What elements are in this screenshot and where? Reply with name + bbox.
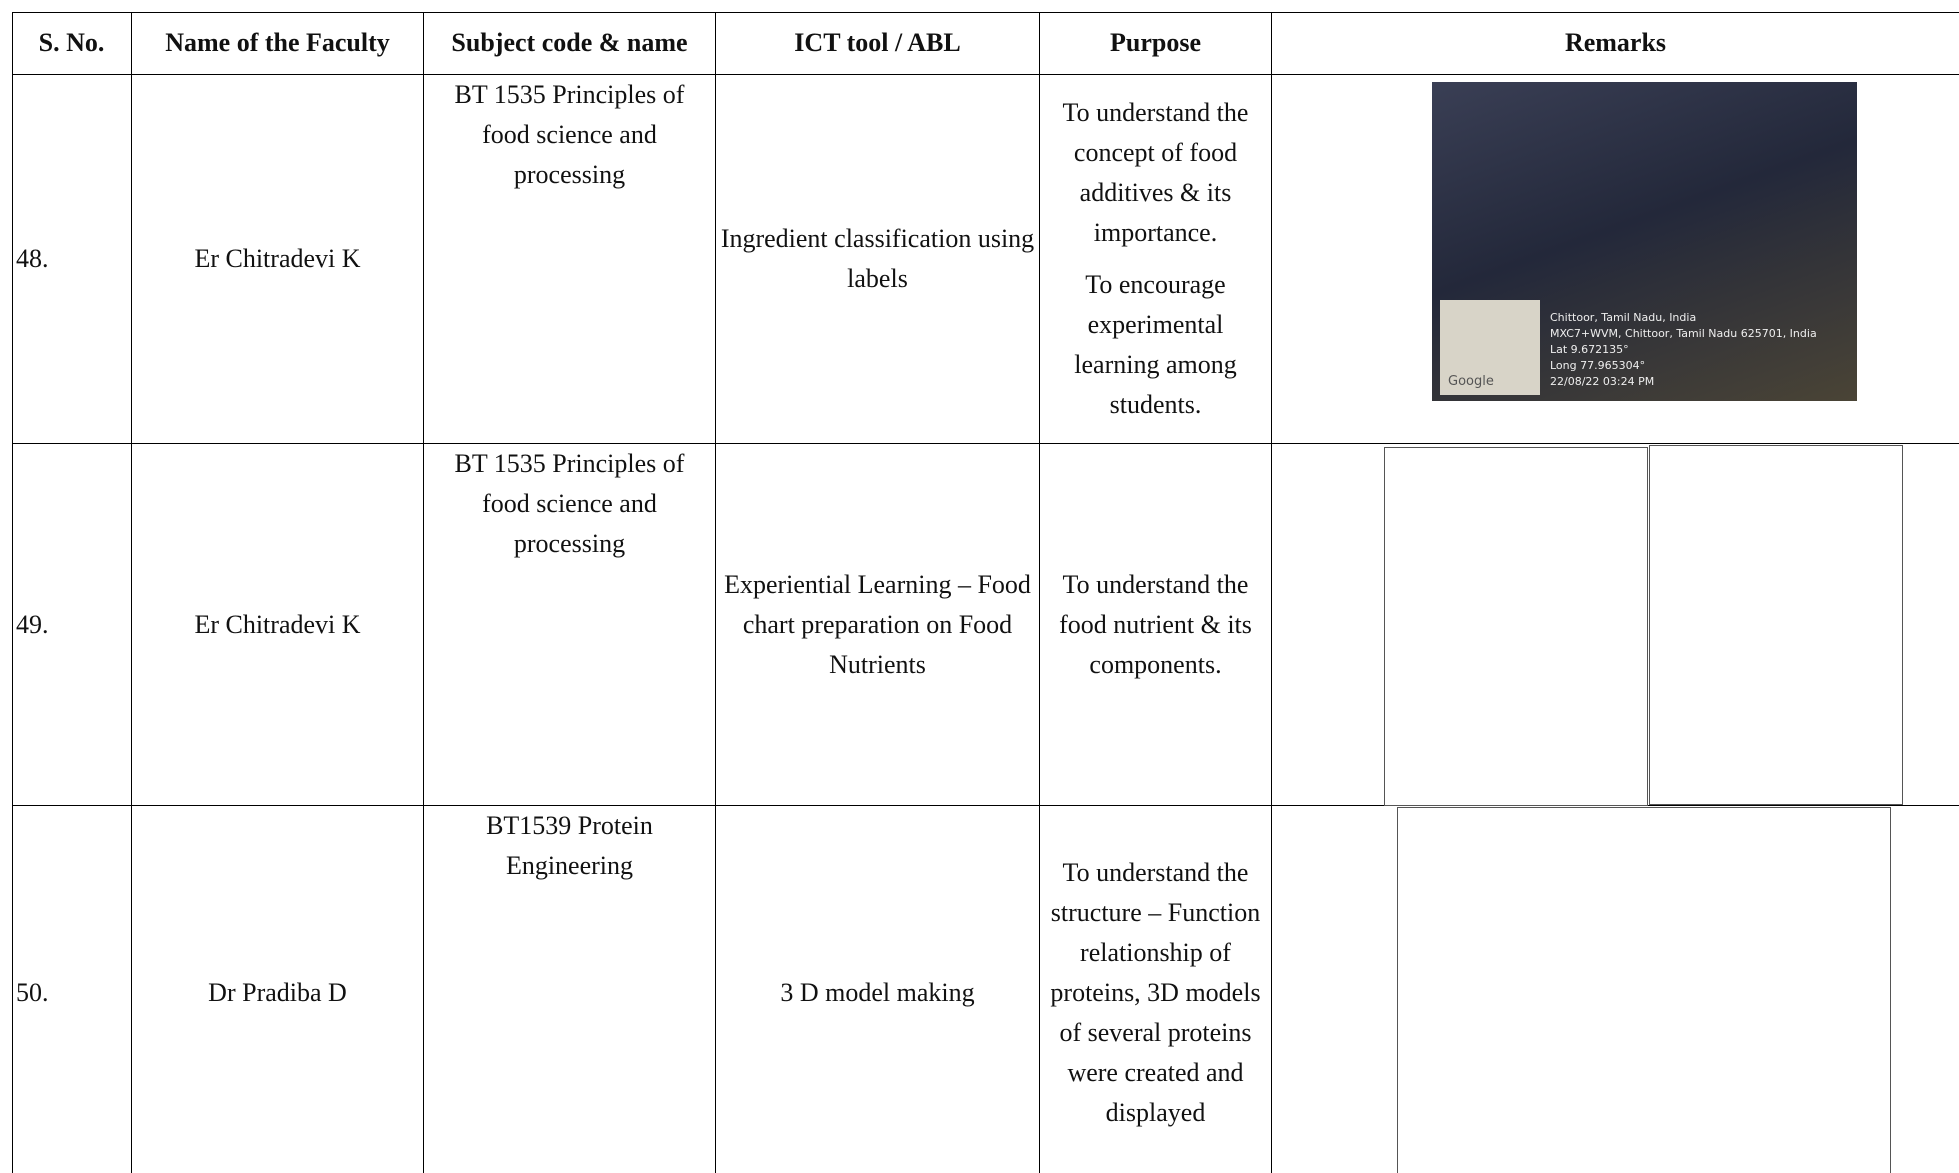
subject: BT 1535 Principles of food science and p… xyxy=(424,444,716,806)
image-placeholder xyxy=(1649,445,1903,805)
ict-tool: Ingredient classification using labels xyxy=(716,75,1040,444)
photo-overlay-text: Long 77.965304° xyxy=(1550,359,1646,372)
image-placeholder xyxy=(1384,447,1648,806)
photo-overlay-text: Chittoor, Tamil Nadu, India xyxy=(1550,311,1697,324)
photo-overlay-text: MXC7+WVM, Chittoor, Tamil Nadu 625701, I… xyxy=(1550,327,1817,340)
header-cell: Name of the Faculty xyxy=(132,12,424,75)
serial-number: 50. xyxy=(12,806,132,1173)
purpose-paragraph: To encourage experimental learning among… xyxy=(1074,270,1237,419)
ict-tool: 3 D model making xyxy=(716,806,1040,1173)
remarks-cell xyxy=(1272,75,1959,444)
header-cell: Purpose xyxy=(1040,12,1272,75)
purpose-paragraph: To understand the concept of food additi… xyxy=(1062,98,1249,247)
purpose: To understand the food nutrient & its co… xyxy=(1040,444,1272,806)
photo-overlay-text: 22/08/22 03:24 PM xyxy=(1550,375,1655,388)
purpose: To understand the structure – Function r… xyxy=(1040,806,1272,1173)
map-thumbnail xyxy=(1440,300,1540,395)
header-cell: ICT tool / ABL xyxy=(716,12,1040,75)
faculty-name: Er Chitradevi K xyxy=(132,75,424,444)
subject: BT1539 Protein Engineering xyxy=(424,806,716,1173)
photo-overlay-text: Lat 9.672135° xyxy=(1550,343,1629,356)
header-cell: S. No. xyxy=(12,12,132,75)
purpose: To understand the concept of food additi… xyxy=(1040,75,1272,444)
header-cell: Subject code & name xyxy=(424,12,716,75)
table-border xyxy=(12,12,1959,1173)
subject: BT 1535 Principles of food science and p… xyxy=(424,75,716,444)
faculty-name: Er Chitradevi K xyxy=(132,444,424,806)
purpose-paragraph: To understand the food nutrient & its co… xyxy=(1059,569,1252,679)
serial-number: 48. xyxy=(12,75,132,444)
serial-number: 49. xyxy=(12,444,132,806)
image-placeholder xyxy=(1397,807,1891,1173)
map-logo: Google xyxy=(1448,374,1494,389)
faculty-name: Dr Pradiba D xyxy=(132,806,424,1173)
header-cell: Remarks xyxy=(1272,12,1959,75)
purpose-paragraph: To understand the structure – Function r… xyxy=(1050,857,1261,1127)
ict-tool: Experiential Learning – Food chart prepa… xyxy=(716,444,1040,806)
photo: Google Chittoor, Tamil Nadu, India MXC7+WV… xyxy=(1432,82,1857,401)
